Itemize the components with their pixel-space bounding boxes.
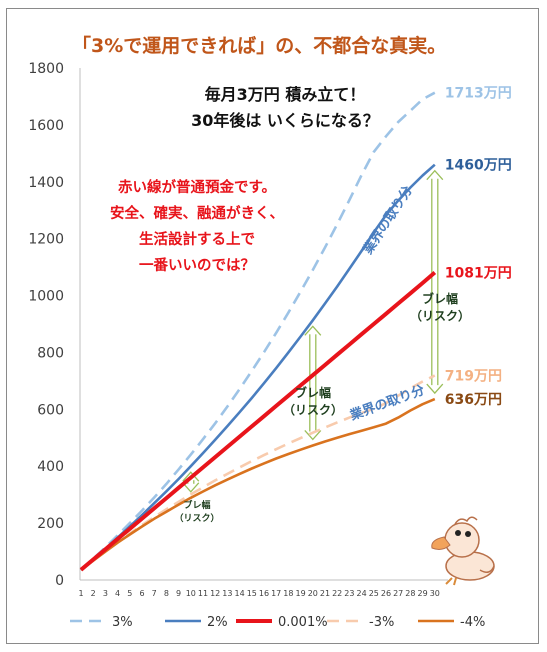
risk-arrows — [182, 169, 444, 493]
x-tick-labels: 1 2 3 4 5 6 7 8 9 10 11 12 13 14 15 16 17 18 19 20 21 22 23 24 2… — [78, 589, 439, 598]
x-tick-label: 6 — [139, 589, 144, 598]
y-tick-label: 1800 — [28, 61, 64, 77]
y-tick-label: 600 — [37, 402, 64, 418]
x-tick-label: 29 — [418, 589, 428, 598]
y-tick-label: 1600 — [28, 118, 64, 134]
series-line — [80, 91, 436, 571]
legend-label: 0.001% — [278, 615, 328, 630]
legend-label: -4% — [460, 615, 485, 630]
x-tick-label: 21 — [320, 589, 330, 598]
y-tick-label: 200 — [37, 516, 64, 532]
x-tick-label: 28 — [405, 589, 415, 598]
series-end-label: 1081万円 — [445, 266, 512, 282]
risk-sub-small: （リスク） — [174, 513, 219, 524]
x-tick-label: 8 — [164, 589, 169, 598]
risk-label-small: ブレ幅 — [183, 499, 210, 511]
series-line — [80, 374, 436, 572]
x-tick-label: 11 — [198, 589, 208, 598]
x-tick-label: 19 — [296, 589, 306, 598]
x-tick-label: 26 — [381, 589, 391, 598]
risk-double-arrow — [304, 325, 322, 441]
subtitle-line-2: 30年後は いくらになる？ — [191, 111, 379, 130]
industry-share-label-lower: 業界の取り分 — [347, 382, 427, 424]
x-tick-label: 12 — [210, 589, 220, 598]
y-tick-label: 400 — [37, 459, 64, 475]
legend-label: 2% — [207, 615, 228, 630]
x-tick-label: 22 — [332, 589, 342, 598]
x-tick-label: 9 — [176, 589, 181, 598]
risk-double-arrow — [426, 169, 444, 395]
x-tick-label: 20 — [308, 589, 318, 598]
series-line — [79, 270, 437, 572]
series-end-label: 719万円 — [445, 368, 502, 384]
x-tick-label: 14 — [235, 589, 245, 598]
red-note-line-4: 一番いいのでは？ — [139, 256, 255, 274]
series-line — [80, 163, 436, 571]
x-tick-label: 3 — [103, 589, 108, 598]
y-tick-label: 800 — [37, 345, 64, 361]
red-note-line-1: 赤い線が普通預金です。 — [118, 178, 276, 196]
x-tick-label: 18 — [283, 589, 293, 598]
x-tick-label: 5 — [127, 589, 132, 598]
x-tick-label: 10 — [186, 589, 196, 598]
chart-title: 「3%で運用できれば」の、不都合な真実。 — [72, 34, 446, 57]
y-tick-labels: 0 200 400 600 800 1000 1200 1400 1600 1800 — [28, 61, 64, 589]
y-tick-label: 1400 — [28, 175, 64, 191]
legend-label: 3% — [112, 615, 133, 630]
series-end-labels: 1713万円 1460万円 1081万円 719万円 636万円 — [445, 86, 512, 408]
x-tick-label: 13 — [222, 589, 232, 598]
legend: 3% 2% 0.001% -3% -4% — [70, 615, 485, 630]
subtitle-line-1: 毎月3万円 積み立て！ — [205, 85, 366, 104]
y-tick-label: 0 — [55, 573, 64, 589]
x-tick-label: 23 — [344, 589, 354, 598]
industry-share-label-upper: 業界の取り分 — [359, 183, 415, 258]
x-tick-label: 15 — [247, 589, 257, 598]
duck-mascot — [431, 516, 495, 586]
x-tick-label: 16 — [259, 589, 269, 598]
risk-label-mid: ブレ幅 — [295, 385, 331, 400]
y-tick-label: 1000 — [28, 289, 64, 305]
x-tick-label: 4 — [115, 589, 120, 598]
red-note-line-3: 生活設計する上で — [139, 230, 255, 248]
x-tick-label: 27 — [393, 589, 403, 598]
x-tick-label: 2 — [91, 589, 96, 598]
legend-label: -3% — [369, 615, 394, 630]
x-tick-label: 1 — [78, 589, 83, 598]
red-note-line-2: 安全、確実、融通がきく、 — [110, 204, 284, 222]
x-tick-label: 17 — [271, 589, 281, 598]
x-tick-label: 7 — [152, 589, 157, 598]
series-lines — [79, 91, 437, 572]
x-tick-label: 24 — [357, 589, 367, 598]
y-tick-label: 1200 — [28, 232, 64, 248]
risk-sub-mid: （リスク） — [283, 402, 343, 417]
risk-label-large: ブレ幅 — [422, 291, 458, 306]
x-tick-label: 30 — [430, 589, 440, 598]
series-end-label: 1460万円 — [445, 158, 512, 174]
series-end-label: 636万円 — [445, 392, 502, 408]
risk-sub-large: （リスク） — [410, 308, 470, 323]
series-line — [80, 397, 436, 572]
x-tick-label: 25 — [369, 589, 379, 598]
series-end-label: 1713万円 — [445, 86, 512, 102]
